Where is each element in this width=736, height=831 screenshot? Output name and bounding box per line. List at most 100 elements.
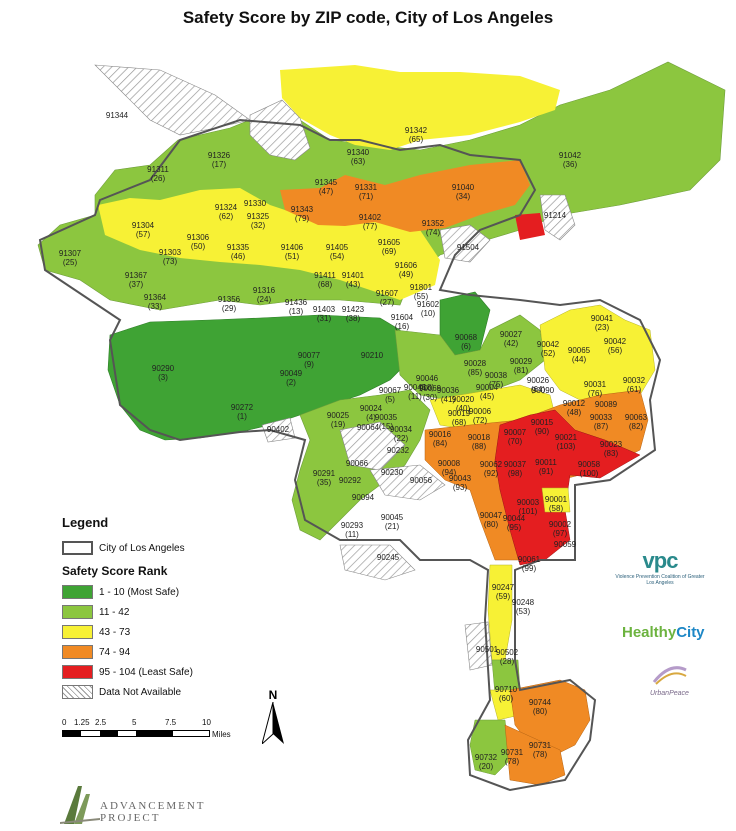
scale-ticks: 0 1.25 2.5 5 7.5 10 — [62, 718, 222, 728]
zip-code: 91606 — [395, 261, 418, 270]
zip-code: 90004 — [476, 383, 499, 392]
legend-class-label: 11 - 42 — [99, 606, 130, 618]
zip-label-90008: 90008(94) — [438, 459, 461, 477]
zip-code: 90067 — [379, 386, 402, 395]
zip-label-90024: 90024(4) — [360, 404, 383, 422]
legend-swatch — [62, 625, 93, 639]
zip-code: 91335 — [227, 243, 250, 252]
zip-rank: (47) — [319, 187, 334, 196]
zip-rank: (57) — [136, 230, 151, 239]
zip-rank: (29) — [222, 304, 237, 313]
zip-code: 90026 — [527, 376, 550, 385]
zip-rank: (59) — [496, 592, 511, 601]
zip-code: 91340 — [347, 148, 370, 157]
zip-rank: (63) — [351, 157, 366, 166]
zip-code: 90031 — [584, 380, 607, 389]
zip-code: 91436 — [285, 298, 308, 307]
zip-label-90015: 90015(90) — [531, 418, 554, 436]
zip-code: 91801 — [410, 283, 433, 292]
zip-code: 91326 — [208, 151, 231, 160]
region-na-91504 — [439, 224, 491, 263]
zip-code: 91406 — [281, 243, 304, 252]
zip-rank: (83) — [604, 449, 619, 458]
zip-label-91345: 91345(47) — [315, 178, 338, 196]
vpc-logo: vpc Violence Prevention Coalition of Gre… — [615, 548, 705, 586]
zip-label-90290: 90290(3) — [152, 364, 175, 382]
zip-code: 90063 — [625, 413, 648, 422]
zip-code: 90293 — [341, 521, 364, 530]
zip-code: 90290 — [152, 364, 175, 373]
zip-code: 90077 — [298, 351, 321, 360]
zip-code: 90502 — [496, 648, 519, 657]
legend-class-row: 11 - 42 — [62, 602, 262, 622]
zip-label-90028: 90028(85) — [464, 359, 487, 377]
zip-rank: (85) — [468, 368, 483, 377]
scale-bar: 0 1.25 2.5 5 7.5 10 Miles — [62, 718, 231, 739]
zip-rank: (98) — [508, 469, 523, 478]
zip-code: 90025 — [327, 411, 350, 420]
zip-rank: (32) — [251, 221, 266, 230]
legend-swatch — [62, 585, 93, 599]
zip-code: 91352 — [422, 219, 445, 228]
region-san-pedro-green — [469, 719, 511, 776]
zip-label-90041: 90041(23) — [591, 314, 614, 332]
zip-code: 90094 — [352, 493, 375, 502]
legend-swatch — [62, 665, 93, 679]
zip-code: 90065 — [568, 346, 591, 355]
zip-label-90744: 90744(80) — [529, 698, 552, 716]
city-boundary — [38, 118, 662, 792]
zip-rank: (33) — [148, 302, 163, 311]
legend-class-row: 74 - 94 — [62, 642, 262, 662]
zip-label-90210: 90210 — [361, 351, 384, 360]
zip-rank: (58) — [549, 504, 564, 513]
zip-label-91405: 91405(54) — [326, 243, 349, 261]
zip-code: 90245 — [377, 553, 400, 562]
zip-code: 91367 — [125, 271, 148, 280]
zip-rank: (55) — [414, 292, 429, 301]
zip-code: 90061 — [518, 555, 541, 564]
zip-label-90044: 90044(95) — [503, 514, 526, 532]
zip-rank: (68) — [318, 280, 333, 289]
legend-class-row: 1 - 10 (Most Safe) — [62, 582, 262, 602]
zip-code: 90016 — [429, 430, 452, 439]
zip-label-90063: 90063(82) — [625, 413, 648, 431]
zip-code: 91344 — [106, 111, 129, 120]
zip-rank: (88) — [472, 442, 487, 451]
zip-rank: (26) — [151, 174, 166, 183]
zip-label-91367: 91367(37) — [125, 271, 148, 289]
zip-rank: (36) — [563, 160, 578, 169]
zip-label-90291: 90291(35) — [313, 469, 336, 487]
legend-boundary-row: City of Los Angeles — [62, 538, 262, 558]
zip-rank: (103) — [557, 442, 576, 451]
advancement-project-logo: ADVANCEMENT PROJECT — [60, 782, 204, 831]
legend-class-label: 95 - 104 (Least Safe) — [99, 666, 193, 678]
scale-unit: Miles — [212, 730, 231, 739]
zip-code: 90089 — [595, 400, 618, 409]
zip-code: 91411 — [314, 271, 336, 280]
zip-code: 90015 — [531, 418, 554, 427]
zip-code: 91364 — [144, 293, 167, 302]
north-arrow: N — [261, 688, 284, 749]
zip-rank: (71) — [359, 192, 374, 201]
zip-label-90023: 90023(83) — [600, 440, 623, 458]
zip-label-90232: 90232 — [387, 446, 410, 455]
zip-code: 90042 — [537, 340, 560, 349]
zip-label-90064: 90064 — [357, 423, 380, 432]
zip-rank: (79) — [295, 214, 310, 223]
zip-code: 91604 — [391, 313, 414, 322]
zip-code: 90008 — [438, 459, 461, 468]
zip-code: 90011 — [535, 458, 557, 467]
zip-rank: (21) — [385, 522, 400, 531]
zip-code: 90043 — [449, 474, 472, 483]
zip-rank: (73) — [163, 257, 178, 266]
zip-label-90036: 90036(41) — [437, 386, 460, 404]
zip-code: 90047 — [480, 511, 503, 520]
advancement-project-icon — [60, 786, 100, 824]
zip-label-90021: 90021(103) — [555, 433, 578, 451]
zip-rank: (70) — [508, 437, 523, 446]
zip-code: 91345 — [315, 178, 338, 187]
zip-label-90056: 90056 — [410, 476, 433, 485]
region-orange-valley — [280, 160, 530, 232]
zip-rank: (42) — [504, 339, 519, 348]
zip-label-90011: 90011(91) — [535, 458, 557, 476]
